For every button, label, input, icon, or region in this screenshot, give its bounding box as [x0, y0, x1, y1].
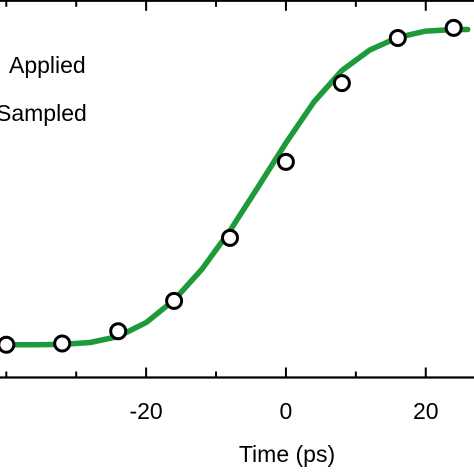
- data-point-sampled: [109, 322, 128, 341]
- data-point-sampled: [388, 29, 407, 47]
- legend-entry-sampled: Sampled: [0, 100, 87, 126]
- x-axis-label: Time (ps): [239, 441, 335, 467]
- data-point-sampled: [0, 335, 16, 354]
- plot-frame: [0, 0, 474, 379]
- data-point-sampled: [444, 18, 463, 37]
- points-layer: [0, 18, 463, 354]
- legend-entry-applied: Applied: [9, 52, 86, 78]
- x-tick-label: 20: [413, 398, 439, 424]
- data-point-sampled: [53, 334, 72, 353]
- x-tick-label: -20: [129, 398, 162, 424]
- data-point-sampled: [221, 228, 239, 247]
- data-point-sampled: [165, 291, 184, 310]
- x-tick-label: 0: [280, 398, 293, 424]
- text-layer: Time (ps) Applied Sampled -20 0 20: [0, 52, 439, 467]
- data-point-sampled: [276, 152, 295, 171]
- data-point-sampled: [332, 74, 351, 93]
- axis-ticks: [5, 0, 427, 378]
